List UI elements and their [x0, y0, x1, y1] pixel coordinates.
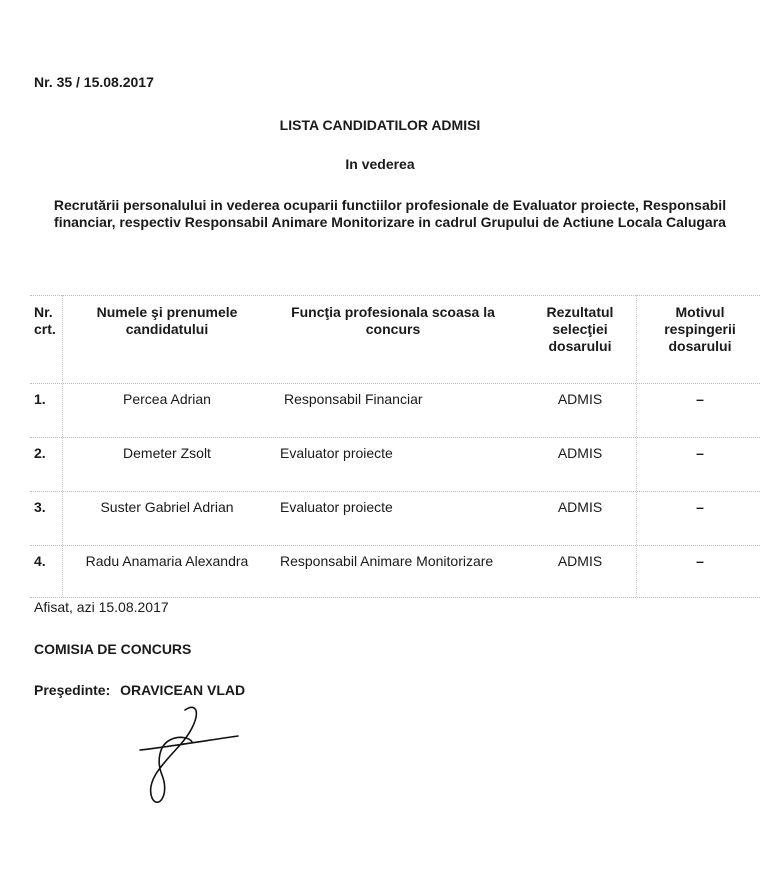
header-text: Rezultatul [546, 304, 614, 320]
document-description: Recrutării personalului in vederea ocupa… [20, 197, 760, 231]
cell-result: ADMIS [557, 499, 603, 515]
document-subtitle: In vederea [345, 156, 415, 172]
header-text: crt. [34, 321, 56, 337]
cell-result: ADMIS [557, 553, 603, 569]
cell-nr: 4. [34, 553, 46, 569]
header-name: Numele şi prenumele candidatului [77, 304, 257, 338]
header-function: Funcţia profesionala scoasa la concurs [273, 304, 513, 338]
header-text: selecţiei [552, 321, 608, 337]
description-line-1: Recrutării personalului in vederea ocupa… [53, 197, 727, 213]
cell-function: Evaluator proiecte [280, 445, 393, 461]
description-line-2: financiar, respectiv Responsabil Animare… [54, 214, 726, 230]
header-text: respingerii [664, 321, 736, 337]
cell-nr: 2. [34, 445, 46, 461]
president-label: Preşedinte: [34, 682, 111, 698]
document-number: Nr. 35 / 15.08.2017 [34, 74, 154, 90]
cell-reason: – [696, 553, 704, 569]
cell-function: Responsabil Financiar [284, 391, 423, 407]
cell-nr: 1. [34, 391, 46, 407]
cell-reason: – [696, 445, 704, 461]
committee-heading: COMISIA DE CONCURS [34, 641, 192, 657]
row-divider [30, 491, 760, 492]
header-result: Rezultatul selecţiei dosarului [520, 304, 640, 355]
header-reason: Motivul respingerii dosarului [640, 304, 760, 355]
header-text: candidatului [125, 321, 209, 337]
header-text: Nr. [34, 304, 53, 320]
signature [139, 706, 239, 804]
column-divider [62, 295, 63, 597]
cell-result: ADMIS [557, 391, 603, 407]
row-divider [30, 383, 760, 384]
table-border [30, 295, 760, 296]
table-border [30, 597, 760, 598]
header-text: Motivul [675, 304, 725, 320]
header-text: Numele şi prenumele [96, 304, 238, 320]
cell-nr: 3. [34, 499, 46, 515]
cell-function: Responsabil Animare Monitorizare [280, 553, 494, 569]
cell-name: Suster Gabriel Adrian [100, 499, 234, 515]
header-text: dosarului [668, 338, 732, 354]
header-text: concurs [365, 321, 421, 337]
header-text: Funcţia profesionala scoasa la [291, 304, 495, 320]
president-name: ORAVICEAN VLAD [120, 682, 246, 698]
table-row: 3. Suster Gabriel Adrian Evaluator proie… [0, 499, 760, 519]
row-divider [30, 545, 760, 546]
posted-date: Afisat, azi 15.08.2017 [34, 599, 169, 615]
column-divider [636, 295, 637, 597]
row-divider [30, 437, 760, 438]
cell-reason: – [696, 391, 704, 407]
table-row: 1. Percea Adrian Responsabil Financiar A… [0, 391, 760, 411]
document-title: LISTA CANDIDATILOR ADMISI [279, 117, 481, 133]
cell-name: Percea Adrian [123, 391, 211, 407]
cell-function: Evaluator proiecte [280, 499, 393, 515]
cell-name: Radu Anamaria Alexandra [85, 553, 249, 569]
cell-reason: – [696, 499, 704, 515]
president-line: Preşedinte: ORAVICEAN VLAD [34, 682, 245, 698]
header-text: dosarului [548, 338, 612, 354]
header-nr: Nr. crt. [34, 304, 56, 338]
table-row: 2. Demeter Zsolt Evaluator proiecte ADMI… [0, 445, 760, 465]
cell-name: Demeter Zsolt [123, 445, 211, 461]
cell-result: ADMIS [557, 445, 603, 461]
table-row: 4. Radu Anamaria Alexandra Responsabil A… [0, 553, 760, 573]
